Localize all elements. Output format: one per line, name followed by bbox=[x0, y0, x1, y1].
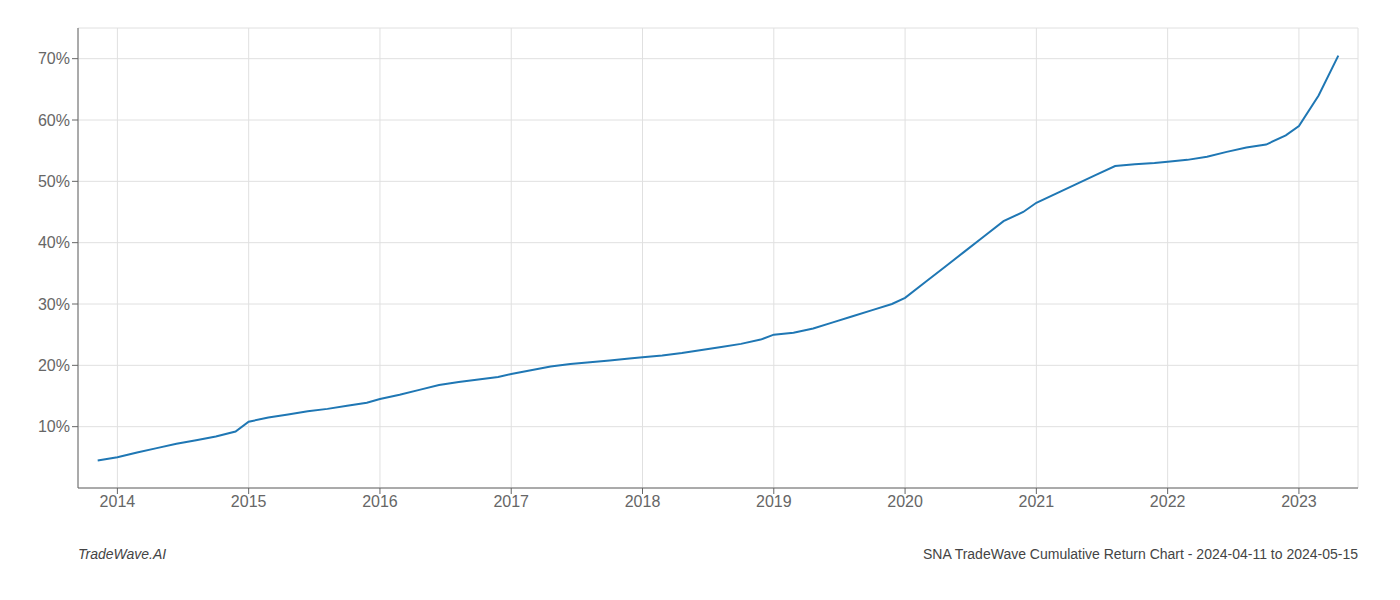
html-text:SNA TradeWave Cumulative Retur: SNA TradeWave Cumulative Return Chart - … bbox=[923, 546, 1358, 562]
svg-text:2014: 2014 bbox=[100, 493, 136, 510]
svg-text:2021: 2021 bbox=[1019, 493, 1055, 510]
svg-text:10%: 10% bbox=[38, 418, 70, 435]
svg-text:20%: 20% bbox=[38, 357, 70, 374]
svg-text:2022: 2022 bbox=[1150, 493, 1186, 510]
svg-text:2019: 2019 bbox=[756, 493, 792, 510]
svg-text:2023: 2023 bbox=[1281, 493, 1317, 510]
svg-text:2017: 2017 bbox=[493, 493, 529, 510]
html-text:TradeWave.AI: TradeWave.AI bbox=[78, 546, 167, 562]
svg-text:60%: 60% bbox=[38, 112, 70, 129]
svg-text:30%: 30% bbox=[38, 296, 70, 313]
svg-text:70%: 70% bbox=[38, 50, 70, 67]
svg-text:2016: 2016 bbox=[362, 493, 398, 510]
svg-text:2020: 2020 bbox=[887, 493, 923, 510]
svg-text:40%: 40% bbox=[38, 234, 70, 251]
svg-text:50%: 50% bbox=[38, 173, 70, 190]
svg-text:2018: 2018 bbox=[625, 493, 661, 510]
svg-text:2015: 2015 bbox=[231, 493, 267, 510]
